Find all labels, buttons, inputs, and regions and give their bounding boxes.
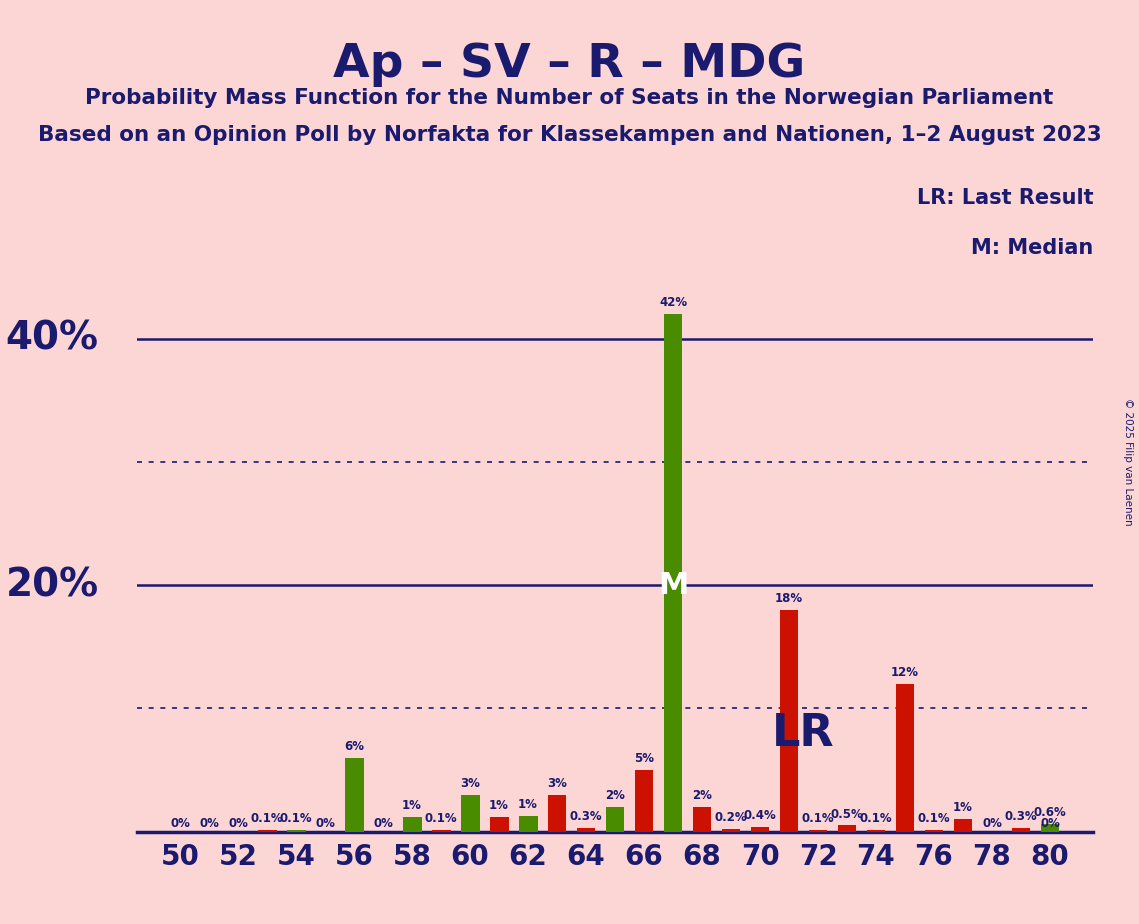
Bar bbox=[779, 610, 798, 832]
Bar bbox=[925, 831, 943, 832]
Text: 0.1%: 0.1% bbox=[802, 812, 835, 825]
Text: LR: Last Result: LR: Last Result bbox=[917, 188, 1093, 209]
Text: 0.6%: 0.6% bbox=[1033, 807, 1066, 820]
Text: 1%: 1% bbox=[953, 801, 973, 814]
Text: © 2025 Filip van Laenen: © 2025 Filip van Laenen bbox=[1123, 398, 1133, 526]
Bar bbox=[432, 831, 451, 832]
Bar bbox=[751, 827, 770, 832]
Text: 0.3%: 0.3% bbox=[570, 810, 603, 823]
Text: 40%: 40% bbox=[6, 320, 99, 358]
Bar bbox=[606, 807, 624, 832]
Bar bbox=[867, 831, 885, 832]
Text: 0.1%: 0.1% bbox=[280, 812, 312, 825]
Bar bbox=[403, 817, 421, 832]
Bar bbox=[257, 831, 277, 832]
Text: 0.5%: 0.5% bbox=[830, 808, 863, 821]
Text: 3%: 3% bbox=[460, 777, 480, 790]
Text: 20%: 20% bbox=[6, 566, 99, 604]
Text: 0.3%: 0.3% bbox=[1005, 810, 1038, 823]
Text: 0%: 0% bbox=[228, 817, 248, 830]
Text: 5%: 5% bbox=[634, 752, 654, 765]
Bar bbox=[895, 684, 915, 832]
Text: Probability Mass Function for the Number of Seats in the Norwegian Parliament: Probability Mass Function for the Number… bbox=[85, 88, 1054, 108]
Text: 18%: 18% bbox=[775, 592, 803, 605]
Bar bbox=[1041, 824, 1059, 832]
Bar bbox=[576, 828, 596, 832]
Text: 3%: 3% bbox=[547, 777, 567, 790]
Text: 2%: 2% bbox=[693, 789, 712, 802]
Bar bbox=[1011, 828, 1031, 832]
Text: Based on an Opinion Poll by Norfakta for Klassekampen and Nationen, 1–2 August 2: Based on an Opinion Poll by Norfakta for… bbox=[38, 125, 1101, 145]
Text: 1%: 1% bbox=[402, 799, 423, 812]
Bar bbox=[490, 817, 508, 832]
Bar bbox=[664, 314, 682, 832]
Text: Ap – SV – R – MDG: Ap – SV – R – MDG bbox=[334, 42, 805, 87]
Text: 0.1%: 0.1% bbox=[425, 812, 458, 825]
Text: 0%: 0% bbox=[199, 817, 219, 830]
Bar bbox=[722, 829, 740, 832]
Text: 0.4%: 0.4% bbox=[744, 808, 777, 821]
Text: 1%: 1% bbox=[489, 799, 509, 812]
Text: 0.1%: 0.1% bbox=[860, 812, 892, 825]
Text: 0%: 0% bbox=[982, 817, 1002, 830]
Bar bbox=[287, 831, 305, 832]
Text: 6%: 6% bbox=[344, 740, 364, 753]
Bar bbox=[548, 795, 566, 832]
Text: 0.1%: 0.1% bbox=[251, 812, 284, 825]
Bar bbox=[837, 825, 857, 832]
Bar bbox=[693, 807, 712, 832]
Text: 0%: 0% bbox=[170, 817, 190, 830]
Text: 0.1%: 0.1% bbox=[918, 812, 950, 825]
Text: M: M bbox=[658, 571, 688, 600]
Text: LR: LR bbox=[772, 711, 835, 755]
Text: 0%: 0% bbox=[1040, 817, 1060, 830]
Bar bbox=[953, 820, 973, 832]
Text: 0.2%: 0.2% bbox=[714, 811, 747, 824]
Text: 0%: 0% bbox=[316, 817, 335, 830]
Bar bbox=[634, 770, 654, 832]
Text: 1%: 1% bbox=[518, 797, 538, 810]
Bar bbox=[345, 758, 363, 832]
Text: 42%: 42% bbox=[659, 297, 687, 310]
Text: 2%: 2% bbox=[605, 789, 625, 802]
Text: M: Median: M: Median bbox=[972, 238, 1093, 259]
Bar bbox=[518, 816, 538, 832]
Bar bbox=[809, 831, 827, 832]
Text: 0%: 0% bbox=[374, 817, 393, 830]
Text: 12%: 12% bbox=[891, 666, 919, 679]
Bar bbox=[460, 795, 480, 832]
